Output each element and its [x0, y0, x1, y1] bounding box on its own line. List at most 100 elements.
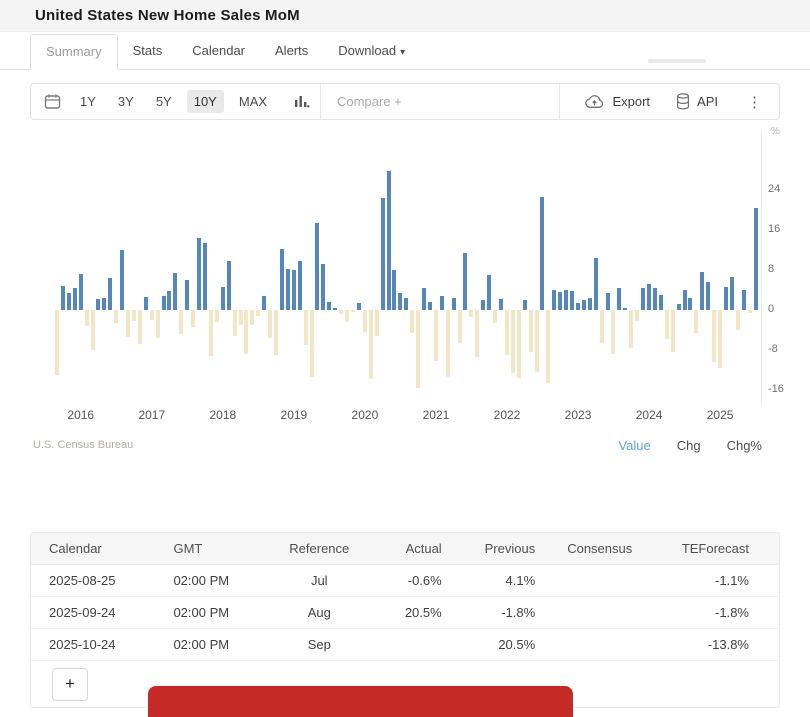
bar[interactable]	[232, 310, 237, 336]
bar[interactable]	[291, 269, 296, 310]
bar[interactable]	[747, 310, 752, 313]
bar[interactable]	[149, 310, 154, 320]
bar[interactable]	[617, 288, 622, 310]
bar[interactable]	[723, 287, 728, 310]
bar[interactable]	[214, 310, 219, 322]
bar[interactable]	[534, 310, 539, 372]
table-row[interactable]: 2025-09-24 02:00 PM Aug 20.5% -1.8% -1.8%	[31, 596, 779, 629]
compare-input[interactable]: Compare +	[321, 84, 559, 119]
red-banner[interactable]	[148, 686, 573, 717]
bar[interactable]	[581, 300, 586, 310]
bar[interactable]	[463, 253, 468, 310]
legend-item-value[interactable]: Value	[618, 437, 651, 453]
bar[interactable]	[137, 310, 142, 344]
bar[interactable]	[279, 249, 284, 310]
bar[interactable]	[540, 196, 545, 310]
calendar-icon[interactable]	[44, 93, 61, 110]
bar[interactable]	[475, 310, 480, 357]
tab-stats[interactable]: Stats	[132, 43, 163, 58]
bar[interactable]	[564, 290, 569, 310]
bar[interactable]	[374, 310, 379, 336]
range-button-3y[interactable]: 3Y	[117, 94, 134, 109]
bar[interactable]	[274, 310, 279, 355]
bar[interactable]	[55, 310, 59, 375]
bar[interactable]	[729, 277, 734, 310]
table-row[interactable]: 2025-10-24 02:00 PM Sep 20.5% -13.8%	[31, 628, 779, 661]
table-row[interactable]: 2025-08-25 02:00 PM Jul -0.6% 4.1% -1.1%	[31, 564, 779, 597]
bar[interactable]	[208, 310, 213, 356]
bar[interactable]	[398, 293, 403, 310]
tab-calendar[interactable]: Calendar	[192, 43, 246, 58]
bar[interactable]	[706, 281, 711, 310]
bar[interactable]	[552, 289, 557, 310]
bar[interactable]	[528, 310, 533, 352]
bar[interactable]	[60, 286, 65, 310]
bar[interactable]	[96, 299, 101, 310]
bar[interactable]	[155, 310, 160, 338]
bar[interactable]	[587, 297, 592, 310]
bar[interactable]	[197, 237, 202, 310]
bar[interactable]	[167, 291, 172, 310]
bar[interactable]	[327, 301, 332, 310]
bar[interactable]	[522, 300, 527, 310]
bar[interactable]	[558, 291, 563, 310]
bar[interactable]	[315, 223, 320, 310]
bar[interactable]	[143, 297, 148, 310]
bar[interactable]	[351, 310, 355, 312]
bar[interactable]	[345, 310, 350, 322]
bar[interactable]	[753, 207, 758, 310]
bar[interactable]	[499, 299, 503, 310]
bar[interactable]	[244, 310, 249, 354]
add-row-button[interactable]: +	[52, 667, 88, 701]
range-button-max[interactable]: MAX	[238, 94, 268, 109]
bar[interactable]	[250, 310, 255, 325]
legend-item-chg[interactable]: Chg%	[726, 437, 762, 453]
bar[interactable]	[611, 310, 616, 354]
bar[interactable]	[362, 310, 367, 332]
export-button[interactable]: Export	[584, 94, 650, 109]
bar[interactable]	[78, 274, 83, 310]
range-button-10y[interactable]: 10Y	[186, 90, 224, 113]
bar[interactable]	[333, 308, 338, 310]
bar[interactable]	[120, 249, 125, 310]
bar[interactable]	[339, 310, 344, 314]
tab-alerts[interactable]: Alerts	[275, 43, 309, 58]
bar[interactable]	[66, 293, 71, 310]
bar[interactable]	[303, 310, 308, 345]
bar[interactable]	[718, 310, 723, 368]
bar[interactable]	[416, 310, 421, 388]
bar[interactable]	[694, 310, 699, 333]
bar[interactable]	[451, 297, 456, 310]
bar[interactable]	[599, 310, 604, 343]
bar[interactable]	[185, 279, 190, 310]
api-button[interactable]: API	[676, 93, 718, 110]
bar[interactable]	[422, 288, 427, 310]
bar[interactable]	[510, 310, 515, 373]
bar[interactable]	[131, 310, 136, 321]
tab-download[interactable]: Download ▾	[338, 43, 406, 58]
bar[interactable]	[84, 310, 89, 326]
bar[interactable]	[173, 272, 178, 310]
bar[interactable]	[179, 310, 184, 334]
bar[interactable]	[469, 310, 474, 317]
bar[interactable]	[647, 283, 651, 310]
bar[interactable]	[623, 307, 628, 310]
bar[interactable]	[712, 310, 717, 362]
bar[interactable]	[404, 297, 409, 310]
bar[interactable]	[238, 310, 243, 325]
bar[interactable]	[114, 310, 119, 323]
bar[interactable]	[356, 302, 361, 310]
bar[interactable]	[457, 310, 462, 343]
bar[interactable]	[427, 301, 432, 310]
bar[interactable]	[575, 302, 580, 310]
bar[interactable]	[203, 243, 207, 310]
bar[interactable]	[487, 275, 492, 310]
bar[interactable]	[682, 290, 687, 310]
bar[interactable]	[256, 310, 261, 316]
bar[interactable]	[102, 298, 107, 310]
bar[interactable]	[108, 278, 113, 310]
bar[interactable]	[386, 171, 391, 310]
bar[interactable]	[664, 310, 669, 339]
bar[interactable]	[161, 295, 166, 310]
bar[interactable]	[504, 310, 509, 355]
